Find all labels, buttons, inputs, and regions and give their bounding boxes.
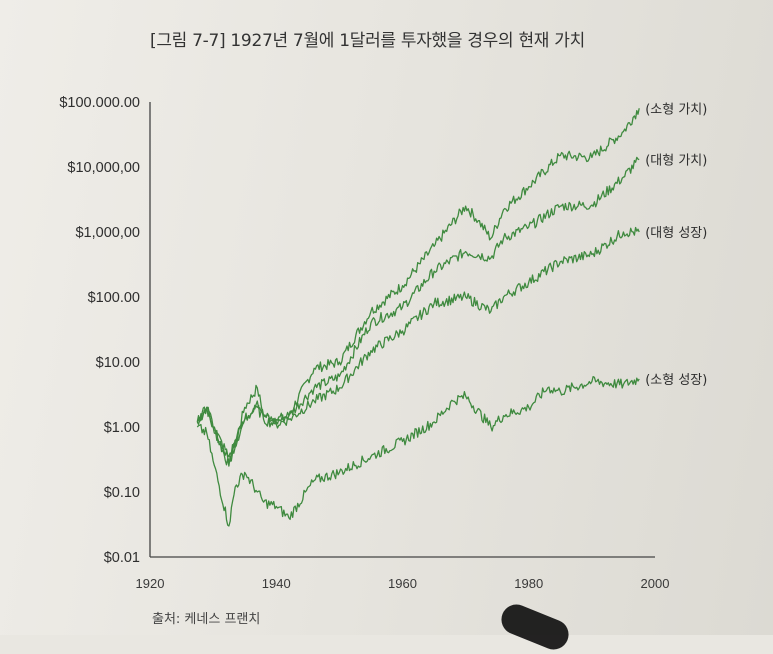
y-tick-label: $100.000.00: [59, 95, 140, 111]
y-tick-labels: $0.01 $0.10 $1.00 $10.00 $100.00 $1,000,00 $10…: [59, 95, 140, 566]
y-tick-label: $0.10: [104, 485, 140, 501]
log-line-chart: $0.01 $0.10 $1.00 $10.00 $100.00 $1,000,00 $10…: [59, 95, 707, 591]
y-tick-label: $10,000,00: [67, 160, 140, 176]
y-tick-label: $100.00: [88, 290, 140, 306]
series-line: [196, 375, 640, 527]
y-tick-label: $0.01: [104, 550, 140, 566]
series-line: [196, 226, 640, 458]
series-label: (소형 가치): [645, 102, 707, 117]
chart-axes: [149, 102, 655, 558]
y-tick-label: $1.00: [104, 420, 140, 436]
x-tick-labels: 1920 1940 1960 1980 2000: [136, 576, 670, 591]
figure-title: [그림 7-7] 1927년 7월에 1달러를 투자했을 경우의 현재 가치: [150, 31, 585, 51]
series-label: (대형 가치): [645, 154, 707, 169]
series-lines: [196, 108, 640, 527]
x-tick-label: 1920: [136, 576, 165, 591]
y-tick-label: $10.00: [96, 355, 140, 371]
series-label: (대형 성장): [645, 226, 707, 241]
x-tick-label: 1980: [514, 576, 543, 591]
series-labels: (소형 가치) (대형 가치) (대형 성장) (소형 성장): [645, 102, 707, 388]
x-tick-label: 2000: [641, 576, 670, 591]
figure-source: 출처: 케네스 프랜치: [152, 612, 261, 627]
x-tick-label: 1960: [388, 576, 417, 591]
y-tick-label: $1,000,00: [75, 225, 140, 241]
series-line: [196, 156, 640, 463]
x-tick-label: 1940: [262, 576, 291, 591]
series-label: (소형 성장): [645, 373, 707, 388]
